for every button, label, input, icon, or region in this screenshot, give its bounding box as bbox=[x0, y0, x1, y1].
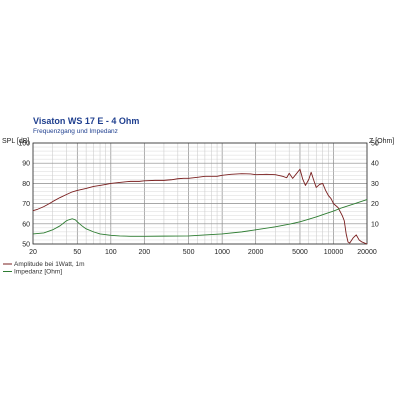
y-tick-label-right: 50 bbox=[371, 141, 379, 148]
x-tick-label: 1000 bbox=[214, 249, 230, 256]
plot-border bbox=[32, 142, 368, 245]
x-tick-label: 10000 bbox=[324, 249, 344, 256]
legend-label-amplitude: Amplitude bei 1Watt, 1m bbox=[14, 261, 85, 268]
y-tick-label-left: 70 bbox=[22, 201, 30, 208]
x-tick-label: 500 bbox=[183, 249, 195, 256]
y-tick-label-left: 60 bbox=[22, 221, 30, 228]
grid bbox=[32, 142, 368, 245]
y-tick-label-right: 40 bbox=[371, 161, 379, 168]
x-tick-label: 100 bbox=[105, 249, 117, 256]
y-tick-label-right: 30 bbox=[371, 181, 379, 188]
y-axis-left-label: SPL [dB] bbox=[2, 138, 29, 145]
series-line-amplitude bbox=[32, 168, 368, 245]
y-axis-right-label: Z [Ohm] bbox=[369, 138, 394, 145]
y-tick-label-left: 100 bbox=[18, 141, 30, 148]
series-layer bbox=[32, 168, 368, 245]
chart-subtitle: Frequenzgang und Impedanz bbox=[33, 128, 118, 135]
x-tick-label: 2000 bbox=[248, 249, 264, 256]
plot-frame bbox=[32, 142, 368, 245]
chart-title: Visaton WS 17 E - 4 Ohm bbox=[33, 116, 139, 126]
x-tick-label: 200 bbox=[138, 249, 150, 256]
x-tick-label: 50 bbox=[73, 249, 81, 256]
x-tick-label: 20 bbox=[29, 249, 37, 256]
x-tick-label: 20000 bbox=[357, 249, 377, 256]
series-line-impedance bbox=[32, 199, 368, 237]
y-tick-label-right: 10 bbox=[371, 221, 379, 228]
y-tick-label-left: 50 bbox=[22, 242, 30, 249]
legend-label-impedance: Impedanz [Ohm] bbox=[14, 269, 62, 276]
tick-labels: 20 50 100 200 500 1000 2000 5000 10000 2000050607… bbox=[18, 141, 379, 257]
y-tick-label-right: 20 bbox=[371, 201, 379, 208]
y-tick-label-left: 80 bbox=[22, 181, 30, 188]
x-tick-label: 5000 bbox=[292, 249, 308, 256]
y-tick-label-left: 90 bbox=[22, 161, 30, 168]
